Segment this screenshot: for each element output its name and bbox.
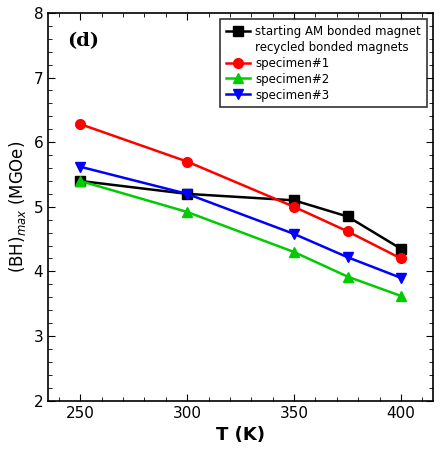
Text: (d): (d) (67, 32, 99, 51)
Legend: starting AM bonded magnet, recycled bonded magnets, specimen#1, specimen#2, spec: starting AM bonded magnet, recycled bond… (220, 19, 427, 107)
X-axis label: T (K): T (K) (216, 426, 265, 444)
Y-axis label: (BH)$_{max}$ (MGOe): (BH)$_{max}$ (MGOe) (7, 141, 28, 273)
